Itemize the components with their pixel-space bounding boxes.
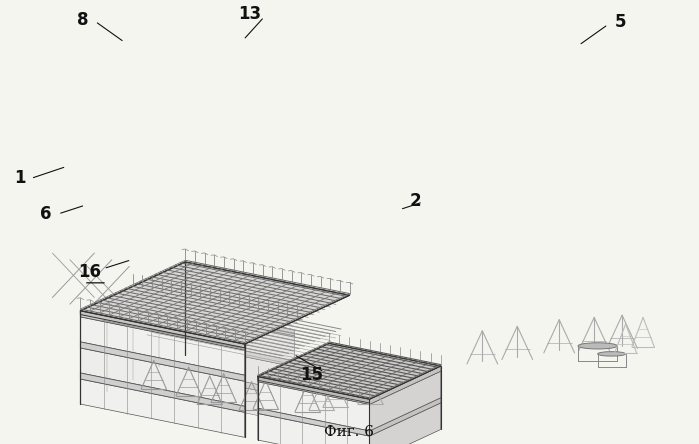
Polygon shape xyxy=(80,373,245,412)
Polygon shape xyxy=(80,262,185,317)
Polygon shape xyxy=(258,377,370,403)
Text: 6: 6 xyxy=(40,205,51,223)
Text: 1: 1 xyxy=(14,170,25,187)
Text: 8: 8 xyxy=(77,11,88,29)
Polygon shape xyxy=(166,310,294,361)
Polygon shape xyxy=(80,317,245,375)
Polygon shape xyxy=(370,366,441,404)
Polygon shape xyxy=(258,382,370,431)
Polygon shape xyxy=(166,366,294,398)
Polygon shape xyxy=(80,262,350,344)
Polygon shape xyxy=(80,348,245,406)
Polygon shape xyxy=(80,299,185,373)
Text: 2: 2 xyxy=(410,192,421,210)
Text: 16: 16 xyxy=(78,263,101,281)
Polygon shape xyxy=(80,330,185,404)
Polygon shape xyxy=(258,413,370,444)
Text: 5: 5 xyxy=(615,13,626,31)
Polygon shape xyxy=(258,343,441,399)
Polygon shape xyxy=(166,304,294,336)
Polygon shape xyxy=(370,398,441,436)
Ellipse shape xyxy=(578,343,617,349)
Polygon shape xyxy=(80,268,185,342)
Text: 15: 15 xyxy=(301,366,323,384)
Polygon shape xyxy=(80,293,185,348)
Polygon shape xyxy=(80,324,185,379)
Polygon shape xyxy=(166,372,294,423)
Polygon shape xyxy=(80,311,245,350)
Polygon shape xyxy=(370,403,441,444)
Text: 13: 13 xyxy=(238,5,262,23)
Polygon shape xyxy=(166,335,294,367)
Text: Фиг. 6: Фиг. 6 xyxy=(324,424,375,439)
Ellipse shape xyxy=(598,352,626,356)
Polygon shape xyxy=(258,408,370,436)
Polygon shape xyxy=(80,379,245,437)
Polygon shape xyxy=(80,311,245,348)
Polygon shape xyxy=(370,371,441,431)
Polygon shape xyxy=(166,341,294,392)
Polygon shape xyxy=(258,377,370,404)
Polygon shape xyxy=(80,342,245,381)
